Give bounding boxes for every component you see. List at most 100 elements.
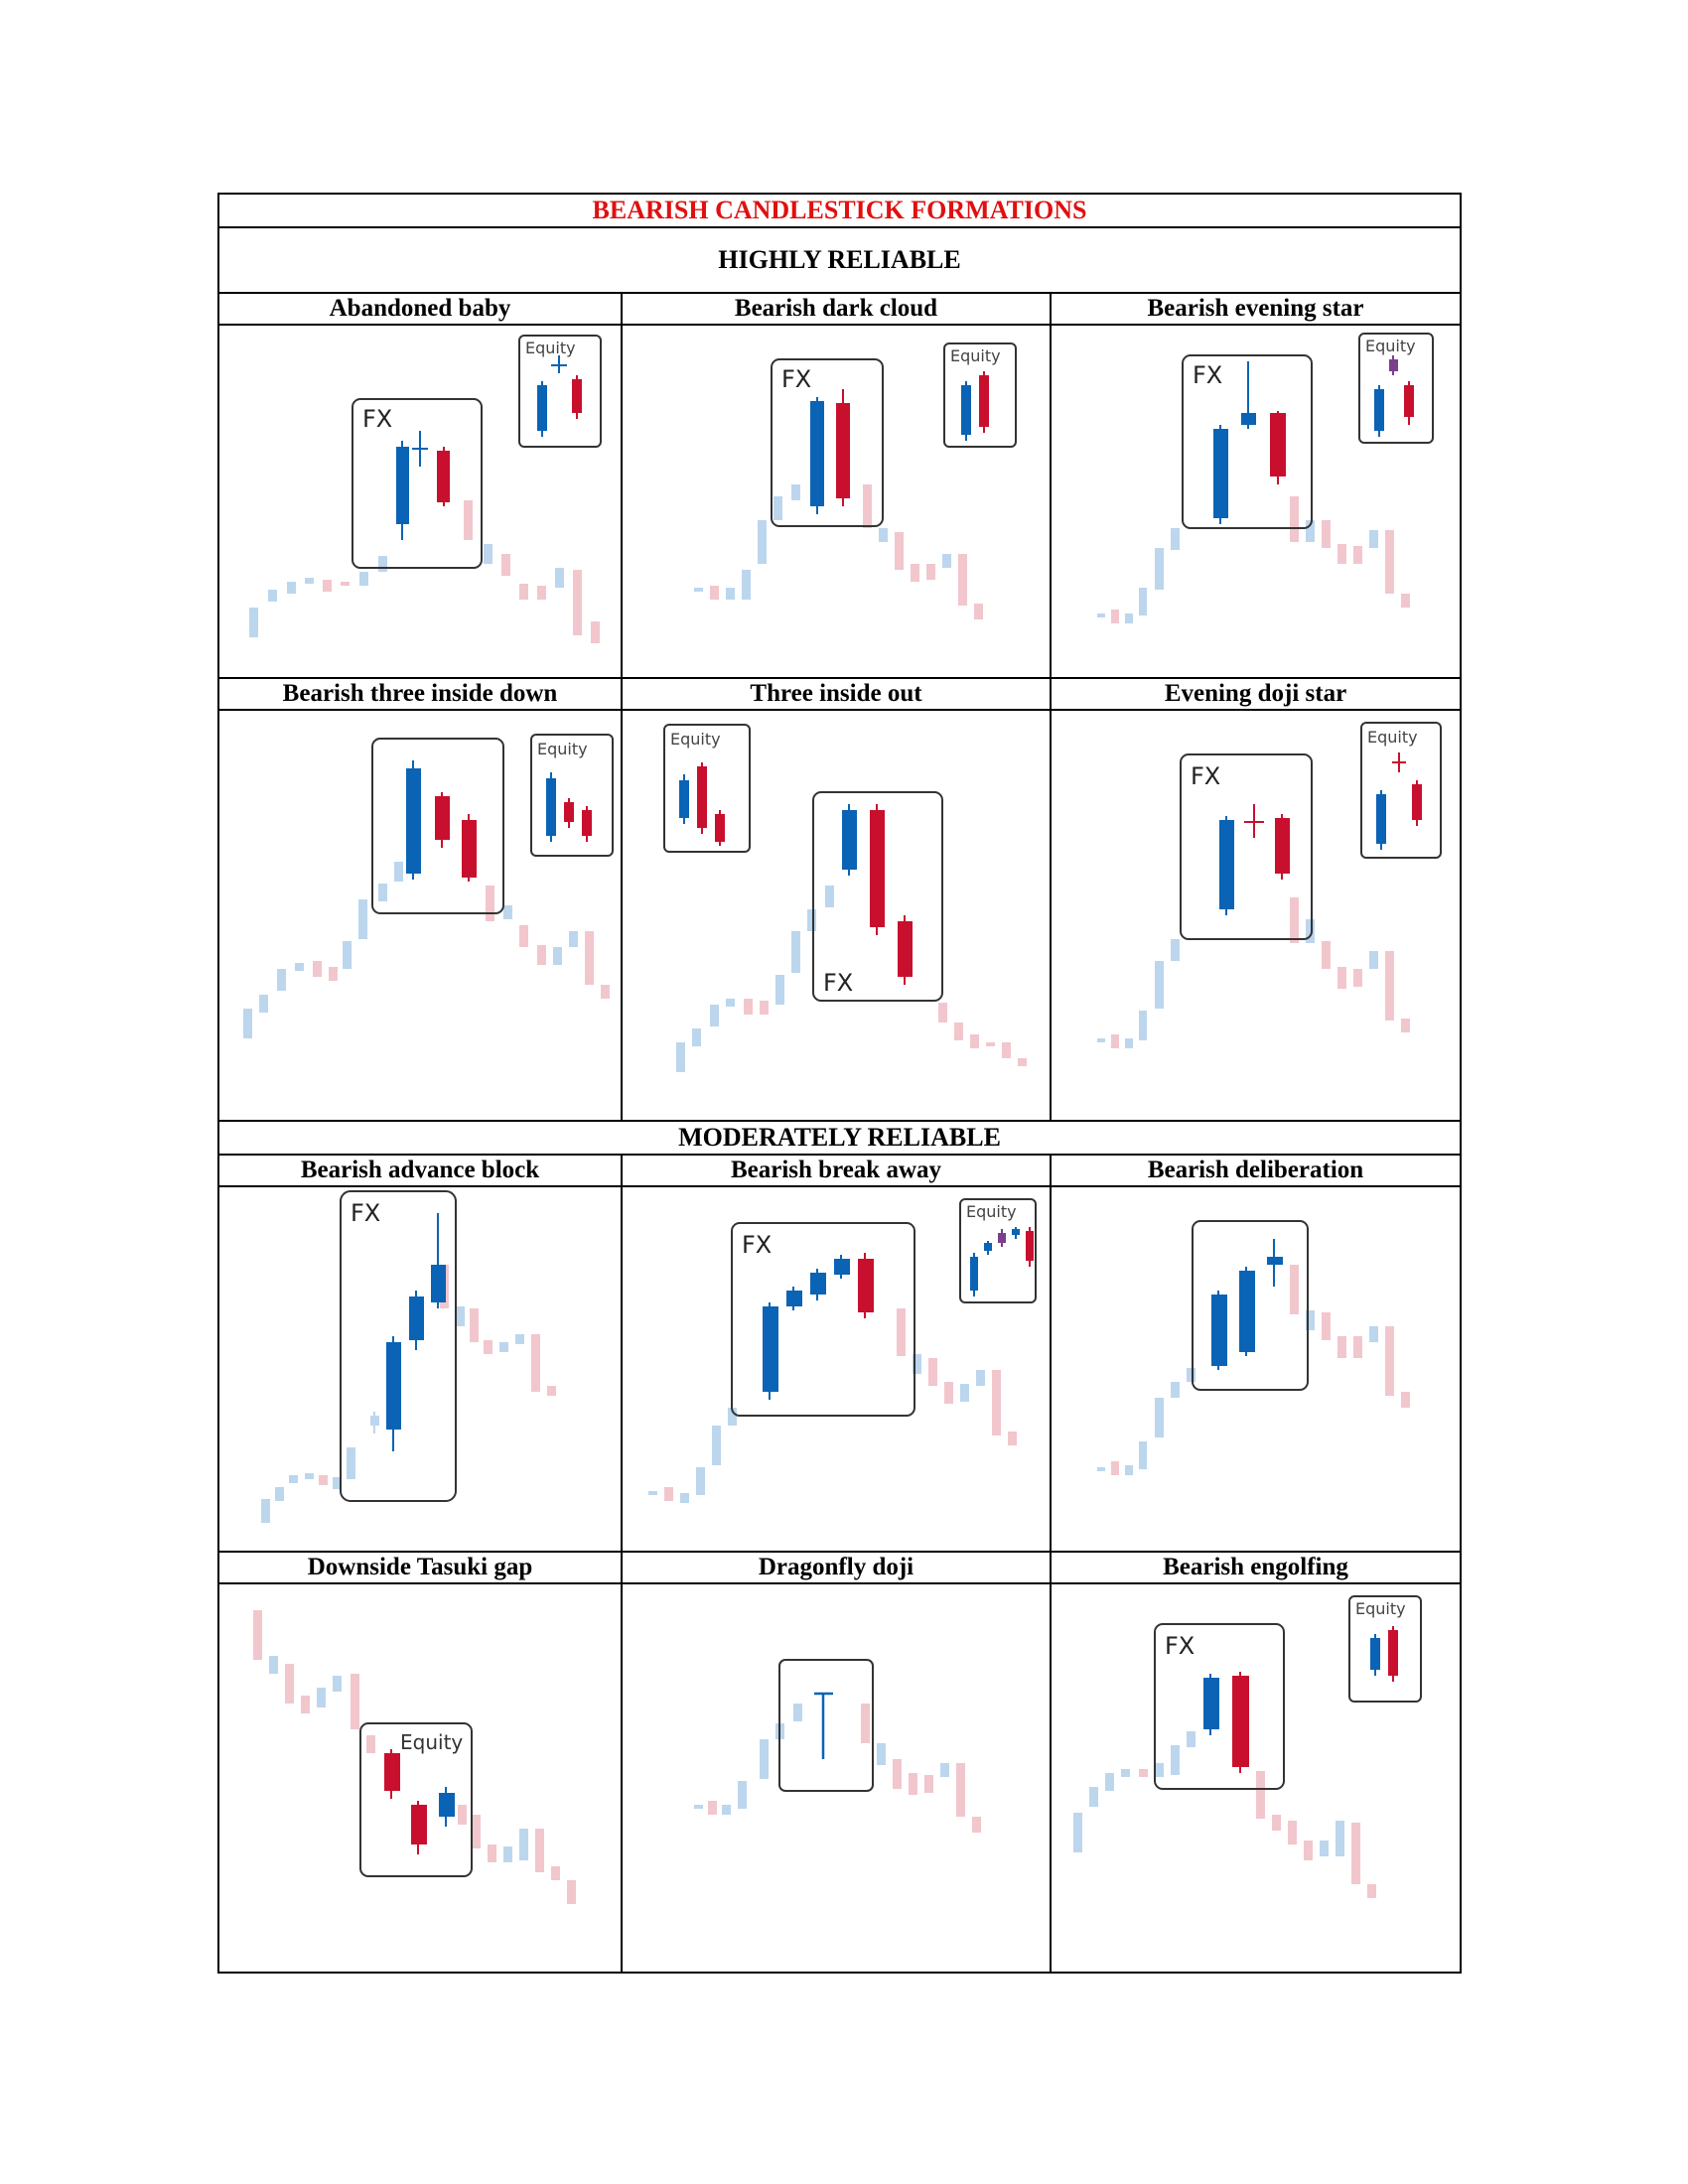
equity-box: [518, 335, 602, 448]
equity-label: Equity: [670, 730, 721, 749]
context-candles: [694, 1704, 981, 1833]
star-candle: [1241, 413, 1256, 425]
bear-candle: [435, 796, 450, 840]
fx-box: [371, 738, 504, 914]
pattern-chart: [1052, 1187, 1460, 1551]
fx-label: FX: [1193, 361, 1222, 389]
pattern-row-1: Abandoned baby FX: [219, 294, 1460, 679]
candlestick-figure: Equity: [253, 1610, 576, 1904]
candlestick-figure: FX: [261, 1190, 556, 1523]
candlestick-figure: FX Equity: [1097, 333, 1434, 623]
candlestick-figure: [694, 1659, 981, 1833]
bull-candle: [763, 1306, 778, 1392]
equity-box: [943, 342, 1017, 448]
pattern-title: Bearish advance block: [219, 1156, 621, 1187]
candlestick-figure: FX Equity: [1073, 1595, 1422, 1898]
pattern-title: Abandoned baby: [219, 294, 621, 326]
pattern-chart: FX Equity: [1052, 326, 1460, 677]
pattern-cell-dragonfly-doji: Dragonfly doji: [623, 1553, 1052, 1972]
pattern-chart: FX Equity: [219, 326, 621, 677]
equity-label: Equity: [966, 1202, 1017, 1221]
candlestick-figure: FX Equity: [648, 1198, 1037, 1503]
bear-candle: [1275, 818, 1290, 874]
pattern-title: Downside Tasuki gap: [219, 1553, 621, 1584]
bear-candle: [411, 1805, 427, 1844]
pattern-title: Dragonfly doji: [623, 1553, 1050, 1584]
pattern-cell-bearish-break-away: Bearish break away FX: [623, 1156, 1052, 1551]
candle: [591, 621, 600, 643]
context-candles: [1097, 1265, 1410, 1475]
bull-candle: [1203, 1678, 1219, 1729]
pattern-chart: FX Equity: [623, 711, 1050, 1120]
bear-candle: [462, 820, 477, 878]
candle: [464, 500, 473, 540]
doji-candle: [1389, 359, 1398, 371]
bull-candle: [810, 401, 824, 506]
context-candles: [261, 1265, 556, 1523]
equity-label: Equity: [537, 740, 588, 758]
pattern-title: Bearish break away: [623, 1156, 1050, 1187]
pattern-chart: FX Equity: [623, 326, 1050, 677]
fx-label: FX: [1191, 762, 1220, 790]
pattern-cell-bearish-deliberation: Bearish deliberation: [1052, 1156, 1460, 1551]
equity-box: [663, 724, 751, 853]
small-candle: [1267, 1257, 1283, 1265]
fx-label: FX: [781, 365, 811, 393]
equity-label: Equity: [950, 346, 1001, 365]
candlestick-figure: FX Equity: [249, 335, 602, 643]
candlestick-sheet: BEARISH CANDLESTICK FORMATIONS HIGHLY RE…: [217, 193, 1462, 1974]
fx-box: [812, 791, 943, 1002]
pattern-cell-bearish-advance-block: Bearish advance block FX: [219, 1156, 623, 1551]
candlestick-figure: FX Equity: [694, 342, 1017, 619]
context-candles: [676, 886, 1027, 1072]
bear-candle: [858, 1259, 874, 1312]
candlestick-figure: FX Equity: [1097, 722, 1442, 1048]
pattern-title: Bearish evening star: [1052, 294, 1460, 326]
pattern-title: Evening doji star: [1052, 679, 1460, 711]
bull-candle: [406, 768, 421, 874]
pattern-title: Bearish three inside down: [219, 679, 621, 711]
fx-box: [1192, 1220, 1309, 1391]
pattern-cell-bearish-dark-cloud: Bearish dark cloud FX: [623, 294, 1052, 677]
pattern-row-4: Downside Tasuki gap Equity: [219, 1553, 1460, 1972]
bull-candle: [1239, 1271, 1255, 1352]
equity-box: [1358, 333, 1434, 444]
pattern-title: Bearish dark cloud: [623, 294, 1050, 326]
equity-box: [1360, 722, 1442, 859]
fx-box: [771, 358, 884, 527]
fx-box: [352, 398, 483, 569]
bull-candle: [396, 447, 409, 524]
bull-candle: [842, 810, 857, 870]
fx-box: [340, 1190, 457, 1502]
fx-box: [731, 1222, 915, 1417]
fx-box: [1182, 354, 1313, 529]
context-candles: [694, 484, 983, 619]
pattern-title: Three inside out: [623, 679, 1050, 711]
section-title-moderately-reliable: MODERATELY RELIABLE: [219, 1122, 1460, 1156]
pattern-chart: FX Equity: [623, 1187, 1050, 1551]
candle: [305, 578, 314, 584]
candle: [501, 554, 510, 576]
bear-candle: [437, 451, 450, 502]
pattern-cell-three-inside-out: Three inside out FX: [623, 679, 1052, 1120]
equity-label: Equity: [525, 339, 576, 357]
context-candles: [249, 500, 600, 643]
bull-candle: [409, 1297, 424, 1340]
pattern-cell-evening-doji-star: Evening doji star FX: [1052, 679, 1460, 1120]
pattern-title: Bearish engolfing: [1052, 1553, 1460, 1584]
candle: [359, 572, 368, 586]
equity-label: Equity: [1367, 728, 1418, 747]
fx-label: FX: [742, 1231, 772, 1259]
pattern-chart: FX Equity: [1052, 711, 1460, 1120]
bear-candle: [870, 810, 885, 927]
candlestick-figure: Equity: [243, 734, 614, 1038]
bull-candle: [1211, 1295, 1227, 1366]
context-candles: [1097, 897, 1410, 1048]
pattern-cell-abandoned-baby: Abandoned baby FX: [219, 294, 623, 677]
equity-box: [1348, 1595, 1422, 1703]
candlestick-figure: FX Equity: [663, 724, 1027, 1072]
candle: [519, 584, 528, 600]
bear-candle: [384, 1753, 400, 1791]
bear-candle: [1270, 413, 1286, 477]
candle: [323, 580, 332, 592]
